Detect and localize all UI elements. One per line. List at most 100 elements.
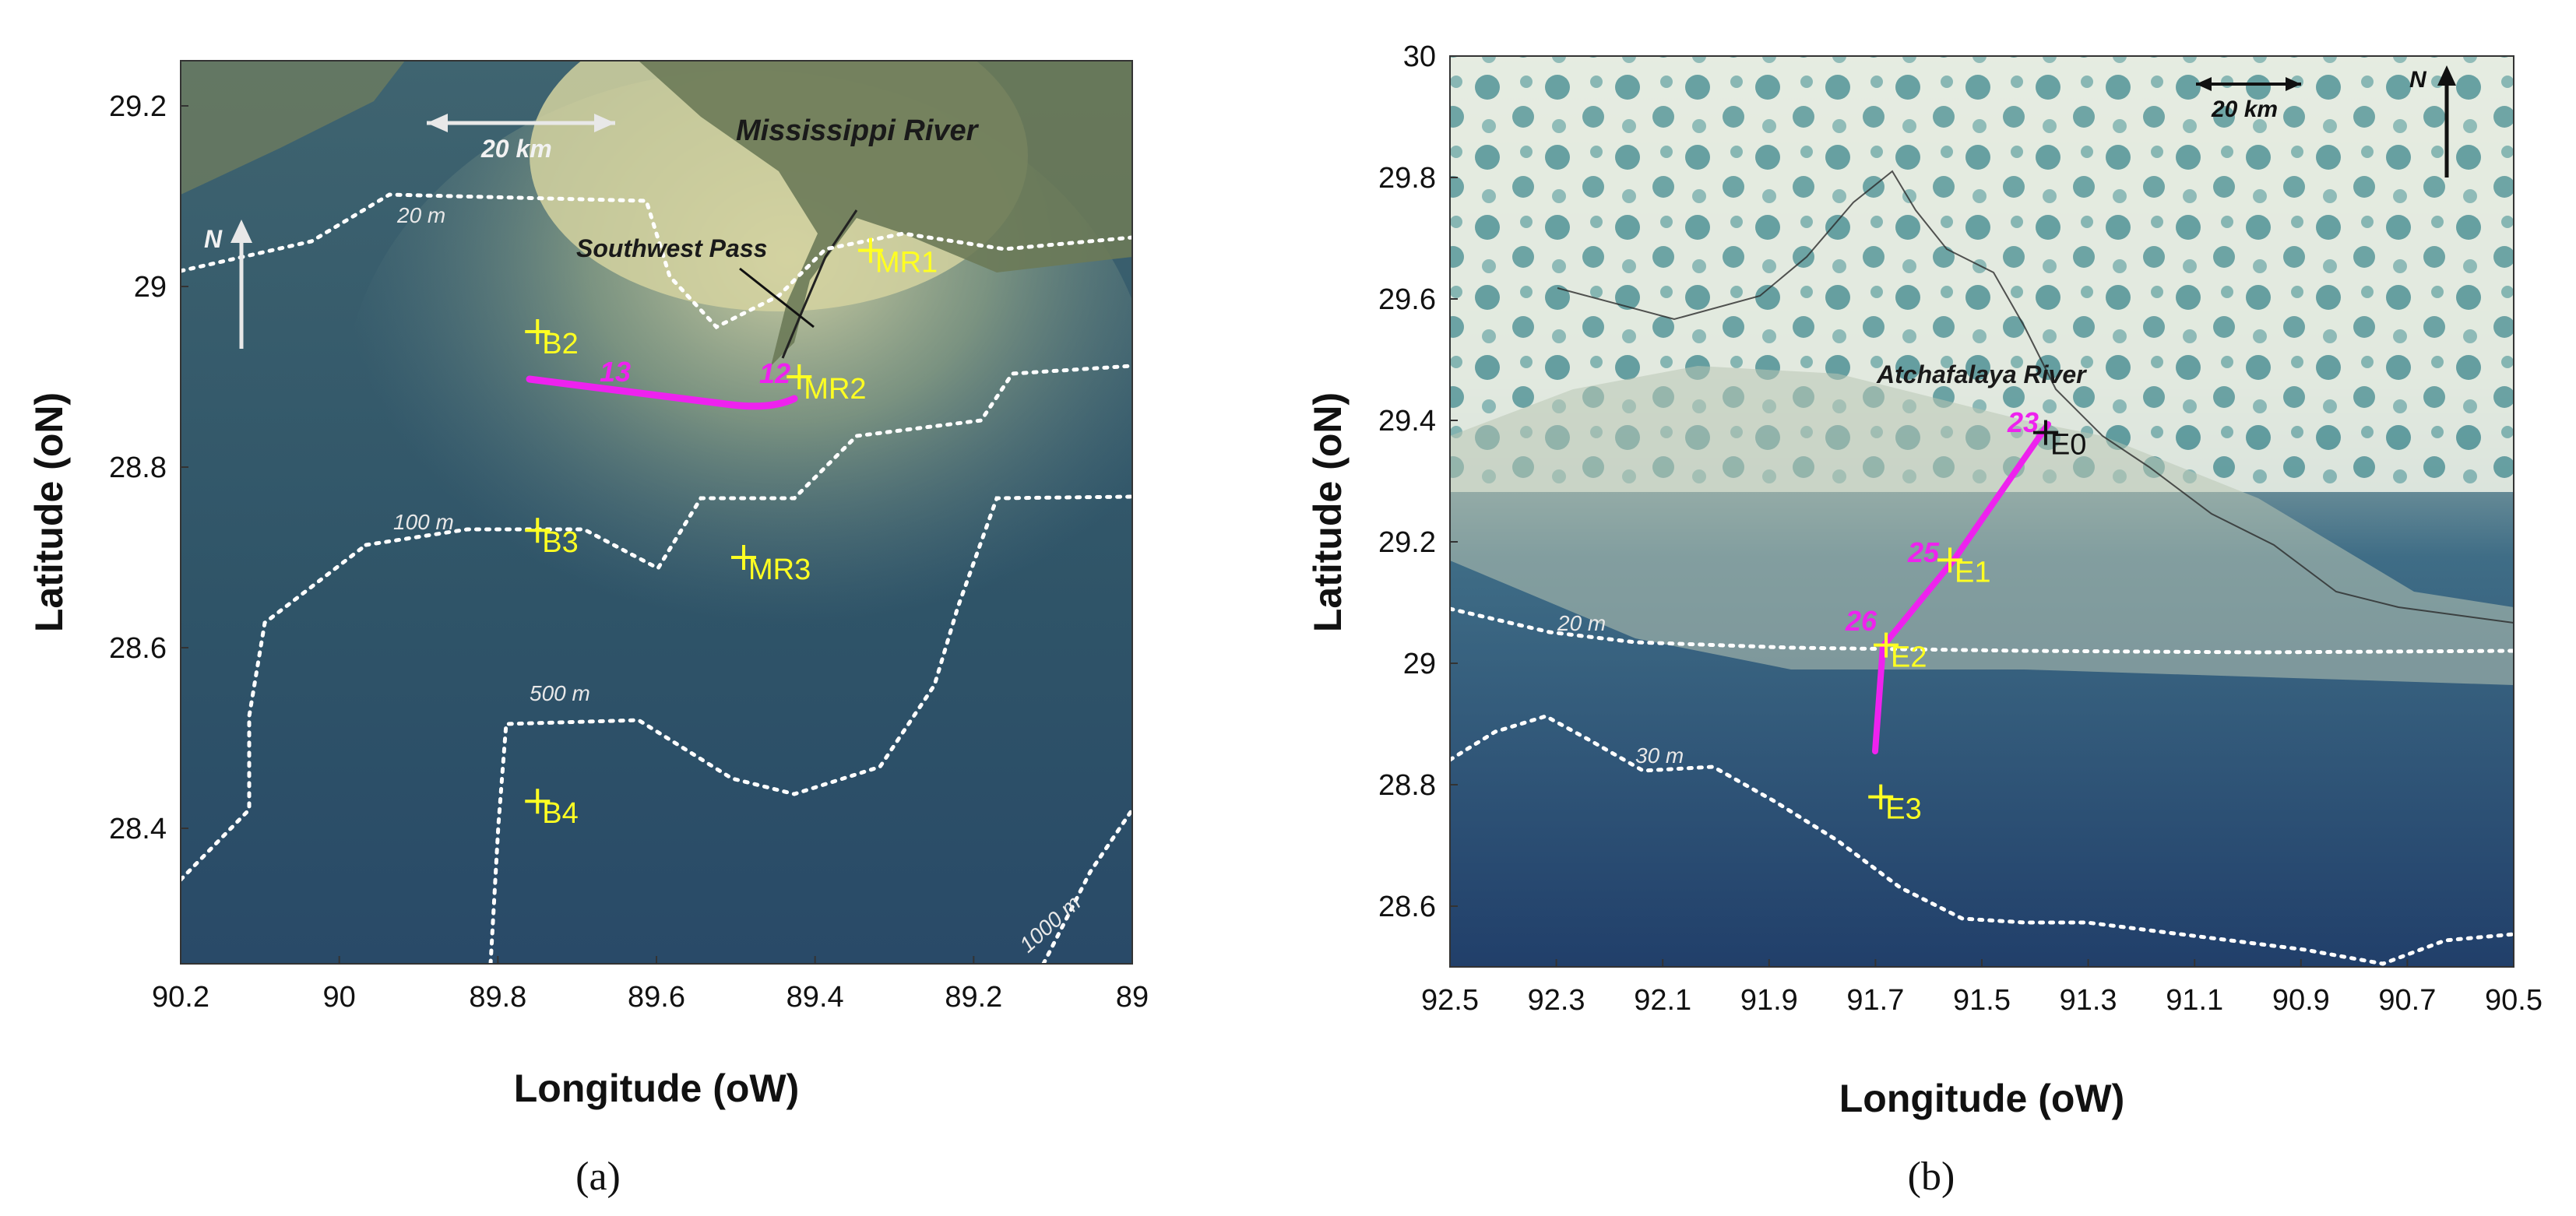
y-tick-label: 28.6: [109, 632, 167, 665]
north-label-b: N: [2409, 67, 2427, 93]
station-e0: E0: [2032, 420, 2086, 462]
y-tick-label: 28.8: [1378, 769, 1436, 802]
panel-b-satellite-image: [1450, 56, 2514, 967]
delta-land: [639, 61, 1132, 366]
y-tick-label: 29: [134, 271, 167, 304]
y-axis-label-b: Latitude (oN): [1306, 392, 1350, 632]
panel-b: 20 m 30 m Atchafalaya River 20 km N 23 2…: [1306, 40, 2543, 1199]
x-tick-label: 91.7: [1846, 984, 1904, 1017]
x-axis-label-a: Longitude (oW): [514, 1067, 800, 1110]
y-tick-label: 28.8: [109, 452, 167, 484]
x-axis-label-b-text: Longitude (oW): [1839, 1077, 2125, 1120]
north-arrow-a: N: [204, 220, 252, 349]
x-tick-label: 91.3: [2060, 984, 2117, 1017]
y-tick-label: 29.6: [1378, 283, 1436, 316]
stations-panel-b: E0 E1 E2 E3: [1868, 420, 2086, 826]
x-tick-label: 89: [1116, 981, 1149, 1014]
x-axis-ticks-b: 92.5 92.3 92.1 91.9 91.7 91.5 91.3 91.1 90.9 90.7…: [1421, 959, 2543, 1017]
isobath-20m-b: [1450, 606, 2514, 655]
transect-label-13: 13: [600, 356, 631, 388]
place-mississippi-river: Mississippi River: [736, 114, 980, 147]
station-label: E0: [2050, 429, 2086, 462]
station-label: E2: [1891, 641, 1927, 674]
isobath-1000m: [1041, 807, 1132, 964]
y-axis-label-a-text: Latitude (oN): [27, 392, 71, 632]
x-tick-label: 90.5: [2485, 984, 2543, 1017]
contour-label-500m: 500 m: [530, 681, 590, 705]
scale-bar-label-b: 20 km: [2211, 97, 2278, 122]
station-mr3: MR3: [731, 545, 811, 586]
station-label: B4: [542, 797, 578, 830]
panel-a-satellite-image: [181, 61, 1132, 964]
transect-line-a: [526, 375, 798, 410]
contour-label-30m-b: 30 m: [1635, 743, 1684, 768]
north-label-a: N: [204, 225, 223, 253]
x-tick-label: 92.5: [1421, 984, 1479, 1017]
x-tick-label: 89.2: [945, 981, 1002, 1014]
panel-a: 20 m 100 m 500 m 1000 m Mississippi Rive…: [27, 60, 1149, 1199]
x-axis-label-b: Longitude (oW): [1839, 1077, 2125, 1120]
x-tick-label: 92.3: [1528, 984, 1585, 1017]
y-tick-label: 29.8: [1378, 162, 1436, 195]
station-b3: B3: [525, 518, 579, 559]
x-axis-label-a-text: Longitude (oW): [514, 1067, 800, 1110]
transect-label-26: 26: [1845, 605, 1877, 637]
x-tick-label: 92.1: [1634, 984, 1691, 1017]
southwest-pass-leader-line: [739, 267, 815, 329]
isobath-100m-west: [181, 543, 368, 882]
station-label: B3: [542, 526, 578, 559]
station-b2: B2: [525, 319, 579, 360]
station-label: E1: [1955, 556, 1990, 589]
y-axis-ticks-b: 30 29.8 29.6 29.4 29.2 29 28.8 28.6: [1378, 40, 1458, 923]
panel-caption-a: (a): [575, 1154, 621, 1199]
y-tick-label: 29.2: [1378, 526, 1436, 559]
y-tick-label: 28.6: [1378, 891, 1436, 923]
station-label: E3: [1885, 793, 1921, 826]
x-tick-label: 91.1: [2166, 984, 2223, 1017]
place-southwest-pass: Southwest Pass: [576, 234, 767, 262]
scale-bar-b: 20 km: [2196, 77, 2301, 122]
y-axis-label-b-text: Latitude (oN): [1306, 392, 1350, 632]
scale-bar-label-a: 20 km: [480, 135, 552, 163]
station-e1: E1: [1937, 547, 1991, 589]
x-tick-label: 91.9: [1740, 984, 1798, 1017]
contour-label-20m: 20 m: [396, 203, 445, 227]
y-axis-label-a: Latitude (oN): [27, 392, 71, 632]
x-tick-label: 90.7: [2378, 984, 2436, 1017]
y-tick-label: 28.4: [109, 813, 167, 845]
station-label: B2: [542, 328, 578, 360]
station-mr1: MR1: [857, 237, 938, 279]
contour-label-100m: 100 m: [393, 510, 454, 534]
coastline-b: [1557, 170, 2514, 624]
station-b4: B4: [525, 789, 579, 830]
station-label: MR1: [875, 247, 938, 279]
north-arrow-b: N: [2409, 65, 2456, 177]
southwest-pass-channel: [781, 209, 858, 359]
y-axis-ticks-a: 29.2 29 28.8 28.6 28.4: [109, 90, 188, 845]
station-mr2: MR2: [787, 364, 867, 406]
transect-line-b: [1872, 421, 2051, 754]
transect-label-25: 25: [1907, 536, 1940, 568]
x-axis-ticks-a: 90.2 90 89.8 89.6 89.4 89.2 89: [152, 956, 1149, 1014]
x-tick-label: 89.4: [787, 981, 844, 1014]
stations-panel-a: MR1 B2 MR2 B3 MR3 B4: [525, 237, 938, 830]
x-tick-label: 89.6: [628, 981, 685, 1014]
station-label: MR3: [748, 554, 811, 586]
transect-label-12: 12: [759, 357, 790, 389]
x-tick-label: 89.8: [469, 981, 526, 1014]
y-tick-label: 29.2: [109, 90, 167, 123]
station-label: MR2: [804, 373, 866, 406]
place-atchafalaya-river: Atchafalaya River: [1876, 360, 2087, 388]
panel-caption-b: (b): [1908, 1154, 1955, 1199]
x-tick-label: 90.9: [2272, 984, 2330, 1017]
y-tick-label: 29: [1403, 648, 1436, 680]
station-e3: E3: [1868, 784, 1922, 826]
contour-label-20m-b: 20 m: [1557, 611, 1606, 635]
x-tick-label: 91.5: [1953, 984, 2011, 1017]
y-tick-label: 29.4: [1378, 405, 1436, 438]
isobath-20m: [181, 192, 1132, 330]
x-tick-label: 90.2: [152, 981, 209, 1014]
scale-bar-a: 20 km: [427, 114, 615, 163]
coast-land-west: [181, 61, 405, 195]
